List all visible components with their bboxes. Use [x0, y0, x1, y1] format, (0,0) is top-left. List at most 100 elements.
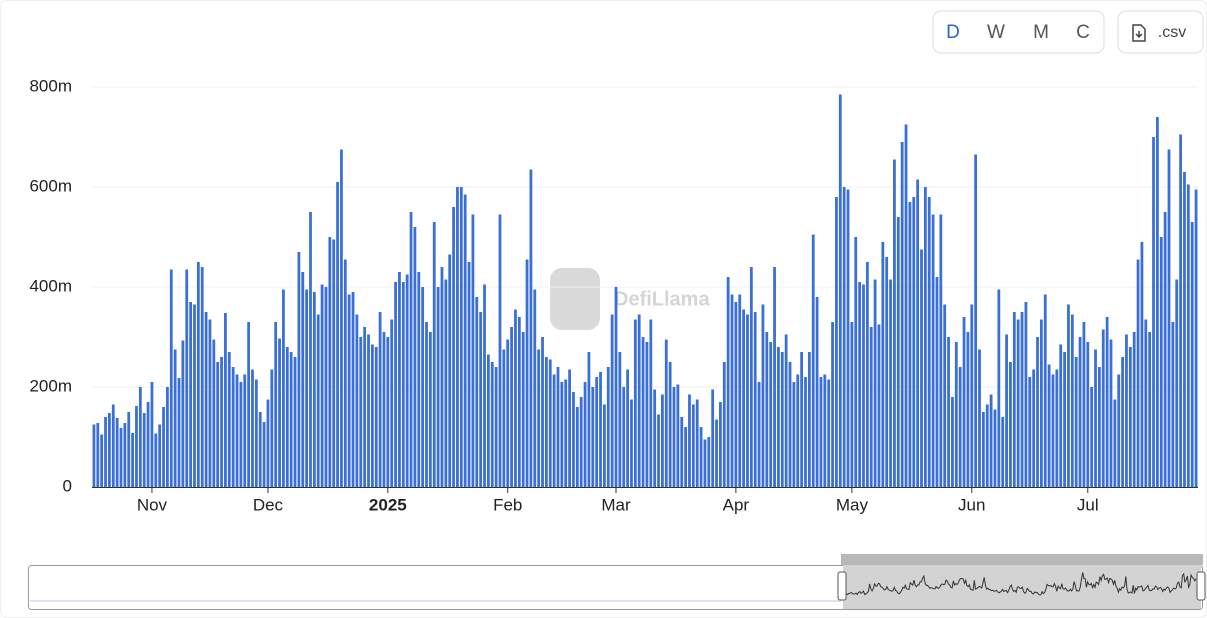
bar — [664, 339, 668, 487]
bar — [1136, 259, 1140, 487]
bar — [854, 237, 858, 487]
x-tick-label: Jul — [1077, 495, 1099, 514]
bar — [583, 382, 587, 487]
bar — [1078, 337, 1082, 487]
bar — [162, 407, 165, 487]
bar — [807, 352, 811, 487]
bar — [316, 314, 320, 487]
bar — [572, 392, 575, 487]
bar — [309, 212, 312, 487]
bar — [981, 412, 985, 487]
bar — [320, 284, 324, 487]
bar — [440, 267, 444, 487]
bar — [448, 254, 452, 487]
bar — [289, 352, 293, 487]
plot: 0 200m 400m 600m 800m Nov Dec 2025 Feb Mar Apr May J… — [29, 76, 1198, 514]
bar — [417, 272, 421, 487]
y-tick-label: 400m — [29, 276, 72, 295]
watermark-text: DefiLlama — [614, 288, 710, 310]
bar — [1186, 184, 1190, 487]
bar — [695, 399, 699, 487]
bar — [166, 387, 169, 487]
bar — [568, 369, 571, 487]
bar — [123, 423, 127, 487]
bar — [560, 382, 564, 487]
bar — [297, 252, 301, 487]
bar — [100, 434, 104, 487]
bar — [324, 287, 328, 487]
bar — [923, 187, 927, 487]
bar — [858, 282, 862, 487]
bar — [738, 294, 742, 487]
bar — [173, 349, 177, 487]
bar — [1121, 357, 1124, 487]
bar — [614, 287, 618, 487]
bar — [1051, 374, 1055, 487]
bar — [800, 352, 804, 487]
bar — [394, 282, 397, 487]
bar — [985, 404, 989, 487]
bar — [618, 352, 622, 487]
bar — [649, 319, 653, 487]
bar — [1128, 347, 1132, 487]
bar — [827, 379, 831, 487]
bar — [931, 214, 935, 487]
bar — [537, 349, 541, 487]
bar — [1070, 314, 1074, 487]
bar — [962, 317, 966, 487]
bar — [688, 394, 691, 487]
x-tick-label: Dec — [253, 495, 284, 514]
x-tick-label: Mar — [601, 495, 631, 514]
bar — [575, 407, 579, 487]
bar — [633, 319, 637, 487]
overview-brush[interactable] — [28, 554, 1206, 610]
bar — [467, 262, 471, 487]
interval-button[interactable]: W — [987, 22, 1005, 43]
interval-button[interactable]: M — [1033, 22, 1049, 43]
brush-handle[interactable] — [837, 571, 847, 601]
bar — [757, 382, 761, 487]
bar — [703, 439, 707, 487]
bar — [525, 259, 529, 487]
bar — [96, 423, 100, 487]
bar — [753, 312, 757, 487]
bar — [378, 312, 382, 487]
bar — [262, 422, 266, 487]
bar — [1059, 344, 1063, 487]
bar — [1094, 349, 1097, 487]
interval-button[interactable]: C — [1076, 22, 1090, 43]
brush-bar[interactable] — [841, 554, 1203, 565]
watermark: DefiLlama — [550, 268, 710, 330]
bar — [819, 377, 823, 487]
bar — [1156, 117, 1159, 487]
bar — [239, 382, 243, 487]
bar — [251, 369, 254, 487]
bar — [266, 399, 270, 487]
bar — [1005, 334, 1008, 487]
bar — [726, 277, 730, 487]
bar — [285, 347, 289, 487]
csv-button[interactable] — [1117, 10, 1204, 54]
bar — [645, 342, 649, 487]
bar — [413, 227, 417, 487]
bar — [1036, 337, 1039, 487]
bar — [1144, 319, 1148, 487]
bar — [343, 259, 347, 487]
bar — [1125, 334, 1128, 487]
bar — [135, 406, 138, 487]
interval-button[interactable]: D — [946, 22, 960, 43]
bar — [293, 357, 297, 487]
bar — [452, 207, 455, 487]
bar — [773, 267, 776, 487]
csv-icon — [1132, 24, 1146, 42]
bar — [599, 372, 602, 487]
bar — [719, 402, 722, 487]
bar — [332, 239, 336, 487]
bar — [185, 269, 189, 487]
brush-handle[interactable] — [1196, 571, 1206, 601]
csv-label[interactable]: .csv — [1158, 24, 1186, 41]
bar — [436, 287, 440, 487]
bar — [444, 279, 448, 487]
bar — [498, 214, 502, 487]
